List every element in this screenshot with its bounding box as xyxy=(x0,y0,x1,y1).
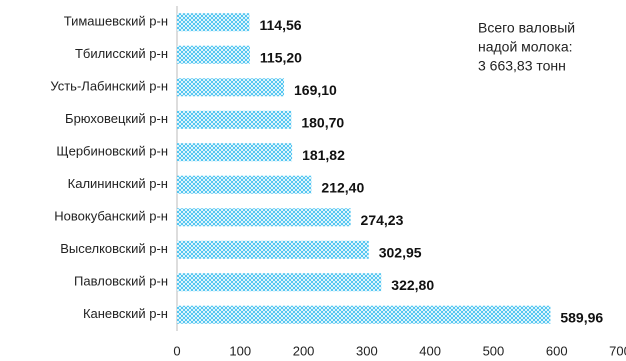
y-tick-label: Новокубанский р-н xyxy=(54,209,168,224)
x-tick-label: 0 xyxy=(173,343,180,358)
value-label: 274,23 xyxy=(361,212,404,228)
bar xyxy=(177,240,369,259)
y-tick-label: Брюховецкий р-н xyxy=(65,111,168,126)
value-label: 115,20 xyxy=(260,49,302,65)
x-tick-label: 700 xyxy=(609,343,626,358)
y-tick-label: Тбилисский р-н xyxy=(75,46,168,61)
bar xyxy=(177,110,292,129)
y-tick-label: Калининский р-н xyxy=(68,176,168,191)
bar xyxy=(177,78,285,97)
y-tick-label: Каневский р-н xyxy=(83,306,168,321)
bar xyxy=(177,208,351,227)
y-tick-label: Павловский р-н xyxy=(74,274,168,289)
bar xyxy=(177,143,293,162)
bar xyxy=(177,273,382,292)
value-label: 322,80 xyxy=(391,277,434,293)
value-label: 114,56 xyxy=(260,17,302,33)
y-tick-label: Щербиновский р-н xyxy=(56,144,168,159)
x-tick-label: 200 xyxy=(293,343,315,358)
value-label: 589,96 xyxy=(560,309,603,325)
bar xyxy=(177,13,250,32)
x-tick-label: 500 xyxy=(483,343,505,358)
value-label: 212,40 xyxy=(321,179,364,195)
annotation: Всего валовый xyxy=(478,20,575,36)
value-label: 180,70 xyxy=(301,114,344,130)
y-tick-label: Выселковский р-н xyxy=(60,241,168,256)
x-tick-label: 300 xyxy=(356,343,378,358)
x-tick-label: 100 xyxy=(229,343,251,358)
y-tick-label: Тимашевский р-н xyxy=(64,14,168,29)
bar xyxy=(177,45,250,64)
bar xyxy=(177,175,312,194)
y-tick-label: Усть-Лабинский р-н xyxy=(50,79,168,94)
value-label: 181,82 xyxy=(302,147,345,163)
bar xyxy=(177,305,551,324)
value-label: 302,95 xyxy=(379,244,422,260)
annotation: надой молока: xyxy=(478,39,573,55)
x-tick-label: 400 xyxy=(419,343,441,358)
annotation: 3 663,83 тонн xyxy=(478,58,566,74)
x-tick-label: 600 xyxy=(546,343,568,358)
value-label: 169,10 xyxy=(294,82,337,98)
